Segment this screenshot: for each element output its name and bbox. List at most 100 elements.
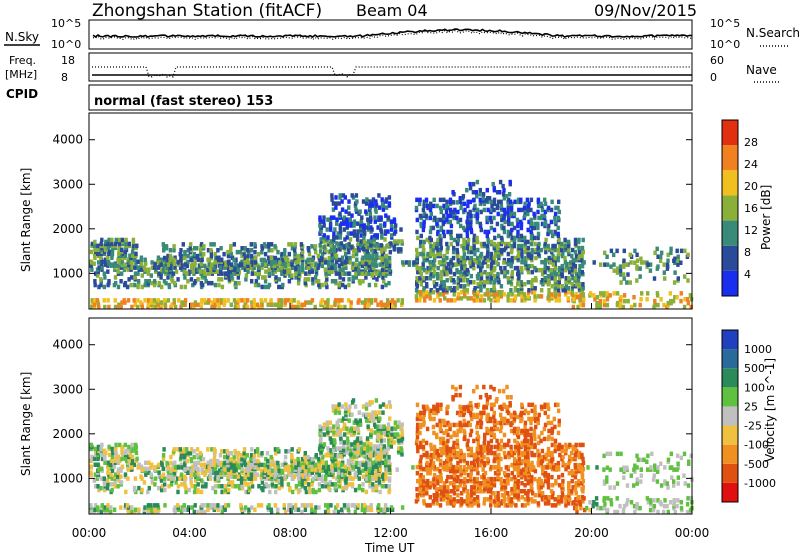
heat-cell	[304, 468, 308, 474]
heat-cell	[368, 466, 372, 472]
heat-cell	[139, 255, 144, 260]
heat-cell	[609, 264, 613, 269]
heat-cell	[371, 410, 375, 415]
heat-cell	[554, 298, 558, 303]
heat-cell	[331, 207, 336, 212]
heat-cell	[185, 263, 189, 269]
heat-cell	[513, 265, 518, 271]
heat-cell	[144, 279, 148, 284]
heat-cell	[332, 231, 336, 236]
heat-cell	[542, 213, 546, 219]
heat-cell	[293, 248, 297, 253]
heat-cell	[109, 509, 113, 515]
heat-cell	[468, 280, 473, 285]
heat-cell	[355, 199, 359, 204]
heat-cell	[476, 483, 480, 488]
heat-cell	[173, 509, 177, 515]
heat-cell	[529, 241, 534, 247]
heat-cell	[340, 255, 345, 260]
heat-cell	[382, 424, 386, 429]
heat-cell	[172, 476, 176, 481]
heat-cell	[389, 227, 394, 232]
heat-cell	[244, 273, 249, 278]
heat-cell	[425, 450, 429, 456]
y-tick-label: 1000	[52, 266, 83, 280]
heat-cell	[122, 298, 126, 303]
heat-cell	[361, 468, 365, 473]
heat-cell	[331, 408, 336, 413]
heat-cell	[347, 509, 351, 515]
heat-cell	[322, 219, 326, 224]
heat-cell	[260, 468, 264, 473]
heat-cell	[328, 221, 333, 226]
heat-cell	[230, 462, 234, 468]
heat-cell	[556, 460, 561, 466]
heat-cell	[580, 253, 584, 259]
heat-cell	[255, 302, 260, 307]
heat-cell	[468, 209, 472, 215]
heat-cell	[290, 476, 295, 481]
heat-cell	[209, 458, 213, 464]
heat-cell	[346, 507, 351, 512]
heat-cell	[379, 243, 383, 248]
heat-cell	[267, 470, 271, 475]
heat-cell	[383, 229, 388, 234]
heat-cell	[176, 277, 180, 282]
heat-cell	[517, 243, 521, 249]
heat-cell	[119, 505, 123, 510]
heat-cell	[371, 464, 375, 469]
heat-cell	[308, 472, 312, 477]
heat-cell	[446, 298, 450, 303]
heat-cell	[554, 462, 558, 468]
heat-cell	[523, 213, 527, 219]
heat-cell	[112, 464, 116, 469]
nsearch-tick-high: 10^5	[710, 17, 740, 30]
heat-cell	[199, 304, 203, 310]
heat-cell	[442, 448, 446, 454]
heat-cell	[96, 247, 100, 253]
colorbar-tick-label: 8	[744, 246, 751, 259]
heat-cell	[320, 458, 324, 464]
heat-cell	[459, 491, 464, 496]
heat-cell	[196, 487, 200, 493]
heat-cell	[264, 456, 268, 462]
heat-cell	[431, 251, 436, 257]
heat-cell	[317, 279, 321, 284]
heat-cell	[299, 242, 304, 247]
heat-cell	[540, 288, 544, 293]
heat-cell	[107, 304, 111, 310]
heat-cell	[516, 269, 520, 275]
heat-cell	[220, 509, 224, 515]
heat-cell	[458, 478, 463, 484]
heat-cell	[456, 474, 460, 480]
heat-cell	[524, 265, 528, 271]
heat-cell	[344, 265, 348, 270]
heat-cell	[375, 484, 379, 489]
heat-cell	[183, 484, 187, 489]
heat-cell	[152, 265, 157, 270]
heat-cell	[442, 197, 446, 203]
heat-cell	[439, 225, 444, 231]
heat-cell	[433, 497, 437, 502]
heat-cell	[356, 436, 360, 441]
heat-cell	[531, 290, 535, 295]
heat-cell	[335, 217, 339, 222]
heat-cell	[136, 279, 141, 284]
heat-cell	[202, 269, 206, 274]
heat-cell	[384, 197, 389, 202]
heat-cell	[533, 265, 537, 271]
heat-cell	[377, 456, 381, 462]
heat-cell	[116, 257, 120, 262]
heat-cell	[368, 484, 372, 489]
heat-cell	[186, 505, 191, 510]
heat-cell	[240, 456, 244, 462]
heat-cell	[343, 464, 347, 470]
heat-cell	[639, 297, 643, 302]
heat-cell	[653, 298, 657, 304]
heat-cell	[524, 476, 528, 482]
heat-cell	[380, 197, 384, 202]
heat-cell	[290, 453, 294, 458]
heat-cell	[489, 503, 493, 508]
heat-cell	[227, 470, 231, 475]
heat-cell	[476, 247, 480, 253]
